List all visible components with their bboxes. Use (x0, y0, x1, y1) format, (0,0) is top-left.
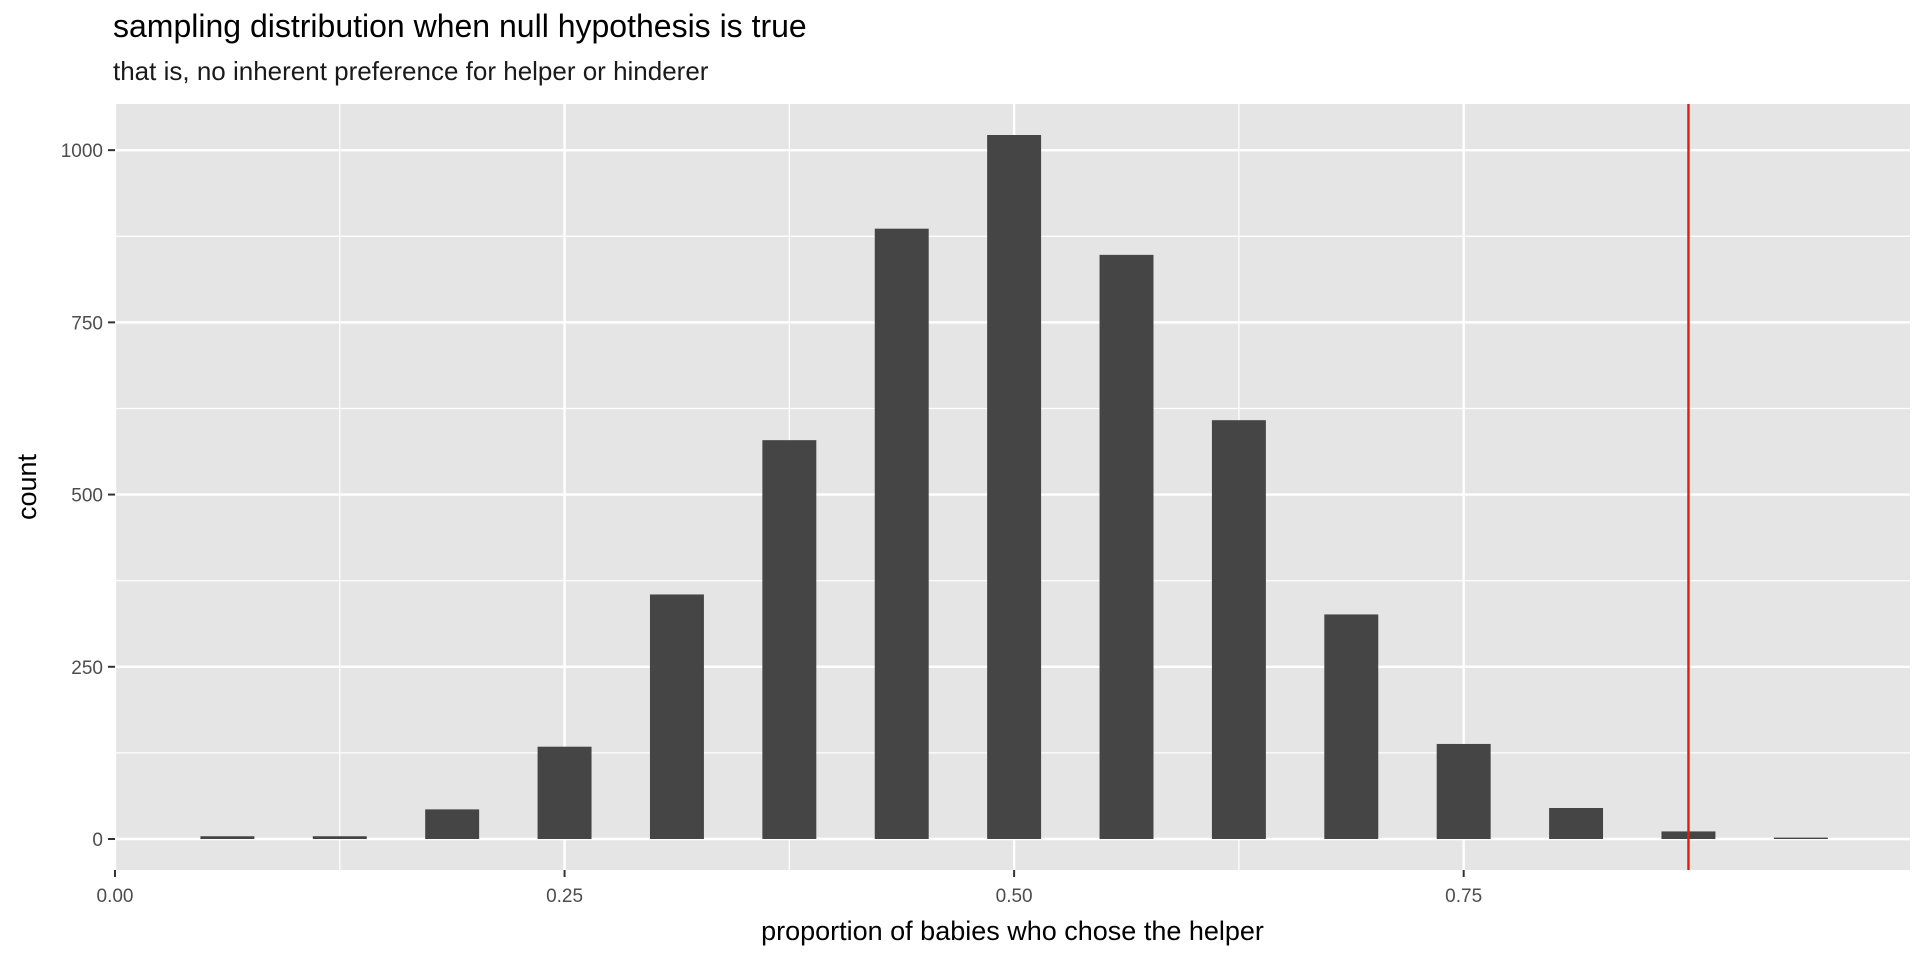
bars-group (200, 134, 1828, 840)
y-tick-label: 250 (71, 658, 103, 679)
histogram-bar (874, 228, 929, 840)
histogram-bar (987, 134, 1042, 840)
y-axis-label: count (12, 453, 42, 520)
y-axis: 0 250 500 750 1000 (61, 141, 115, 851)
y-tick-label: 750 (71, 313, 103, 334)
x-tick-label: 0.50 (996, 886, 1033, 907)
histogram-bar (1773, 837, 1828, 840)
x-axis-label: proportion of babies who chose the helpe… (761, 916, 1264, 946)
y-tick-label: 500 (71, 486, 103, 507)
histogram-bar (200, 836, 255, 840)
histogram-bar (1099, 254, 1154, 840)
chart-subtitle: that is, no inherent preference for help… (113, 56, 709, 86)
histogram-bar (425, 809, 480, 840)
x-tick-label: 0.00 (97, 886, 134, 907)
x-axis: 0.00 0.25 0.50 0.75 (97, 870, 1482, 907)
histogram-bar (762, 440, 817, 840)
histogram-bar (537, 746, 592, 840)
x-tick-label: 0.75 (1445, 886, 1482, 907)
histogram-bar (1211, 420, 1266, 840)
histogram-bar (312, 836, 367, 840)
histogram-bar (649, 594, 704, 840)
histogram-bar (1549, 808, 1604, 840)
x-tick-label: 0.25 (546, 886, 583, 907)
histogram-bar (1436, 743, 1491, 840)
y-tick-label: 0 (92, 830, 103, 851)
chart-title: sampling distribution when null hypothes… (113, 8, 807, 44)
y-tick-label: 1000 (61, 141, 103, 162)
histogram-bar (1324, 614, 1379, 840)
